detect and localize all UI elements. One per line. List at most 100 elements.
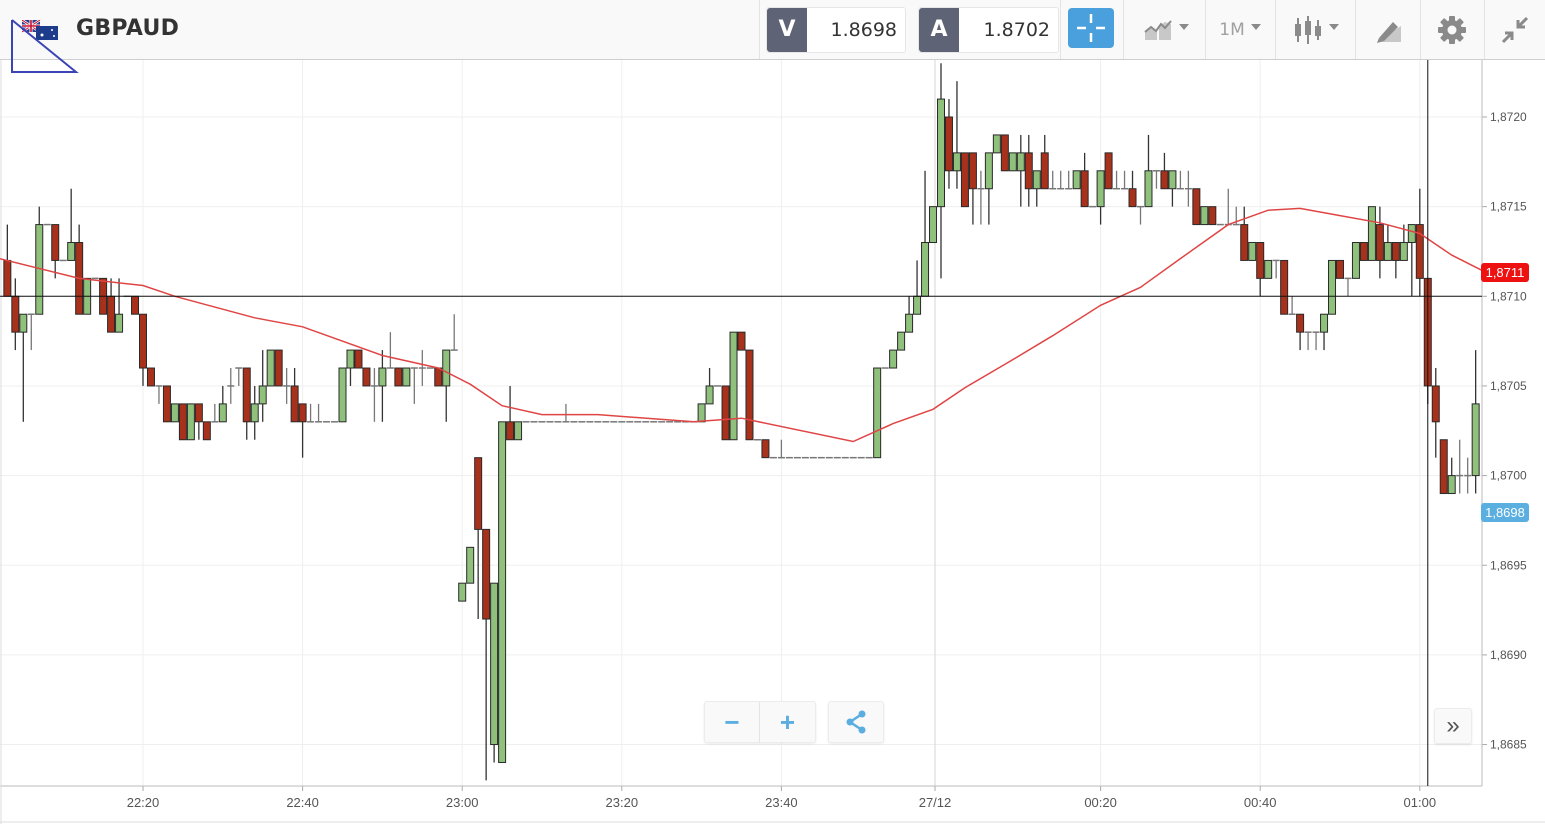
candle — [1065, 170, 1073, 190]
candle — [202, 421, 211, 441]
candle-body-down — [202, 421, 211, 441]
grid — [0, 60, 1482, 786]
candle — [1383, 224, 1392, 261]
candle — [745, 349, 754, 441]
candle-body-up — [1351, 242, 1360, 279]
x-tick-label: 00:20 — [1084, 795, 1117, 810]
drawing-tools-button[interactable] — [1360, 0, 1416, 59]
candle — [170, 403, 179, 423]
candle — [338, 367, 347, 423]
zoom-out-button[interactable]: − — [705, 702, 760, 742]
timeframe-dropdown[interactable]: 1M — [1208, 0, 1272, 59]
settings-button[interactable] — [1424, 0, 1480, 59]
symbol-title[interactable]: GBPAUD — [76, 16, 180, 41]
candle — [721, 385, 730, 441]
candle — [1336, 259, 1344, 279]
candle-body-up — [1032, 170, 1041, 190]
candle — [1464, 457, 1472, 494]
candle — [1248, 242, 1257, 261]
candle-body-up — [19, 313, 28, 333]
candle-body-down — [745, 349, 754, 441]
candle-style-dropdown[interactable] — [1280, 0, 1352, 59]
candle — [1057, 170, 1065, 190]
candle — [937, 63, 945, 279]
candle — [1128, 170, 1137, 208]
candle — [1200, 206, 1209, 226]
candle — [1359, 242, 1368, 261]
candle-body-up — [250, 403, 259, 423]
candle — [1304, 331, 1312, 351]
candle — [242, 367, 251, 440]
candle-body-up — [115, 313, 124, 333]
candle — [929, 206, 938, 244]
candle — [490, 582, 499, 763]
collapse-button[interactable] — [1488, 0, 1542, 59]
candlestick-icon — [1295, 15, 1321, 44]
candle — [162, 385, 171, 423]
candle — [897, 331, 906, 351]
chart-type-dropdown[interactable] — [1130, 0, 1202, 59]
x-tick-label: 23:40 — [765, 795, 798, 810]
candle — [1391, 242, 1400, 279]
candle — [705, 368, 714, 405]
candle-body-up — [897, 331, 906, 351]
candle-body-up — [458, 582, 467, 602]
candle — [1096, 170, 1105, 225]
sell-price-box[interactable]: V 1.8698 — [766, 7, 906, 53]
candle-body-up — [1471, 403, 1480, 477]
x-tick-label: 23:20 — [606, 795, 639, 810]
candle-body-down — [298, 403, 307, 423]
candle — [1168, 170, 1177, 207]
candle — [1367, 206, 1376, 261]
candle — [107, 278, 116, 333]
candle — [1264, 259, 1273, 279]
candle-body-up — [729, 331, 738, 441]
share-button[interactable] — [828, 701, 884, 743]
candle — [1000, 134, 1009, 172]
crosshair-button[interactable] — [1068, 8, 1114, 48]
candle-body-up — [1447, 475, 1456, 495]
candle-body-up — [697, 403, 706, 423]
candle — [1399, 224, 1408, 261]
candle — [1072, 170, 1081, 190]
y-tick-label: 1,8695 — [1490, 558, 1527, 572]
candle — [307, 403, 315, 423]
candle — [67, 188, 76, 261]
zoom-in-button[interactable]: + — [779, 707, 796, 737]
axis-labels: 1,8720 1,8715 1,8710 1,8705 1,8700 1,8695 1,86… — [127, 110, 1527, 810]
candle-body-down — [1415, 224, 1424, 279]
ma-price-tag: 1,8711 — [1481, 263, 1529, 282]
candle-body-down — [944, 116, 953, 172]
candle-body-down — [1000, 134, 1009, 172]
candle — [394, 367, 403, 387]
candle — [889, 349, 898, 369]
candle — [466, 546, 475, 584]
candle — [211, 403, 219, 423]
candle — [1272, 259, 1280, 279]
scroll-to-latest-button[interactable]: » — [1434, 708, 1472, 744]
candle — [19, 313, 28, 422]
candle — [1137, 205, 1144, 225]
candle-body-up — [170, 403, 179, 423]
candle-body-down — [394, 367, 403, 387]
candle — [450, 314, 458, 351]
candle — [194, 403, 203, 440]
candle-body-down — [194, 403, 203, 423]
candle-body-up — [338, 367, 347, 423]
candle — [761, 439, 770, 459]
candle — [370, 368, 378, 422]
candle — [737, 331, 746, 351]
candle-body-down — [162, 385, 171, 423]
candle — [1008, 152, 1017, 172]
candle — [1296, 313, 1305, 351]
candle — [1104, 152, 1113, 190]
candle-body-up — [1399, 242, 1408, 261]
candle — [178, 403, 187, 441]
buy-price-box[interactable]: A 1.8702 — [918, 7, 1059, 53]
candle — [346, 349, 355, 386]
candle — [227, 368, 235, 404]
gbp-aud-flag-icon — [22, 20, 58, 40]
candle-body-up — [921, 242, 930, 297]
candle — [1160, 152, 1169, 190]
